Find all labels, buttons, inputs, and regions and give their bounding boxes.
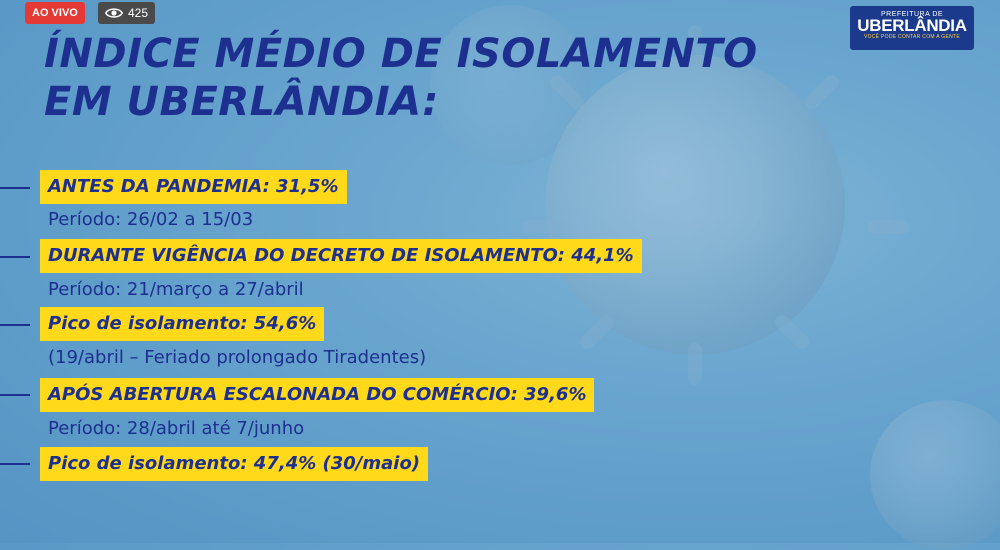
title-line2: EM UBERLÂNDIA:: [44, 79, 439, 125]
item-detail: (19/abril – Feriado prolongado Tiradente…: [48, 347, 427, 368]
item-detail: Período: 21/março a 27/abril: [48, 279, 304, 300]
virus-illustration-small: [870, 400, 1000, 550]
live-badge: AO VIVO: [25, 2, 85, 24]
bullet-dash: [0, 256, 30, 258]
virus-illustration: [522, 25, 909, 385]
item-highlight: DURANTE VIGÊNCIA DO DECRETO DE ISOLAMENT…: [40, 239, 642, 273]
viewer-count-badge: 425: [98, 2, 156, 24]
bullet-dash: [0, 187, 30, 189]
item-detail: Período: 28/abril até 7/junho: [48, 418, 305, 439]
item-highlight: APÓS ABERTURA ESCALONADA DO COMÉRCIO: 39…: [40, 378, 595, 412]
item-detail: Período: 26/02 a 15/03: [48, 209, 254, 230]
item-highlight: Pico de isolamento: 47,4% (30/maio): [40, 447, 429, 481]
eye-icon: [105, 8, 123, 18]
page-title: ÍNDICE MÉDIO DE ISOLAMENTO EM UBERLÂNDIA…: [44, 30, 758, 126]
item-highlight: ANTES DA PANDEMIA: 31,5%: [40, 170, 347, 204]
logo-tagline: VOCÊ PODE CONTAR COM A GENTE: [863, 34, 961, 40]
title-line1: ÍNDICE MÉDIO DE ISOLAMENTO: [44, 31, 758, 77]
logo-line2: UBERLÂNDIA: [857, 16, 967, 35]
prefeitura-logo: PREFEITURA DE UBERLÂNDIA VOCÊ PODE CONTA…: [850, 6, 974, 50]
bullet-dash: [0, 394, 30, 396]
viewer-count: 425: [128, 6, 149, 20]
bullet-dash: [0, 463, 30, 465]
item-highlight: Pico de isolamento: 54,6%: [40, 307, 325, 341]
bullet-dash: [0, 324, 30, 326]
logo-line1: PREFEITURA DE: [880, 11, 944, 18]
